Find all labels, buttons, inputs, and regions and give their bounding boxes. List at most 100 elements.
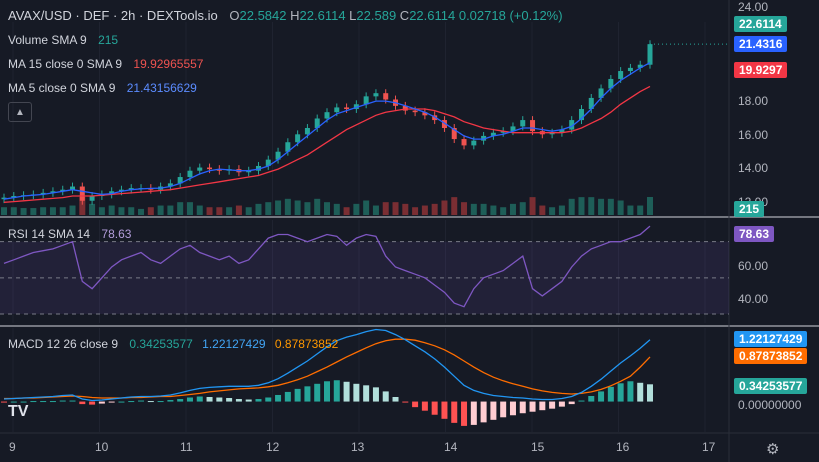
volume-bar	[294, 200, 301, 215]
candle-body	[344, 107, 350, 110]
macd-histogram-bar	[627, 381, 634, 402]
legend-volume-value: 215	[98, 33, 119, 47]
legend-rsi-label: RSI 14 SMA 14	[8, 227, 91, 241]
candle-body	[569, 120, 575, 130]
volume-bar	[324, 202, 330, 215]
ma15-price-tag: 19.9297	[734, 62, 788, 78]
candle-body	[285, 142, 291, 152]
macd-histogram-bar	[490, 401, 497, 420]
price-tick-14: 14.00	[738, 161, 769, 175]
candle-body	[70, 186, 76, 190]
macd-histogram-bar	[177, 399, 184, 402]
macd-histogram-bar	[588, 395, 595, 402]
hist-tag: 0.34253577	[734, 378, 808, 394]
legend-ma15-value: 19.92965557	[133, 57, 204, 71]
macd-histogram-bar	[480, 401, 487, 423]
volume-bar	[500, 207, 507, 215]
macd-histogram-bar	[539, 401, 546, 411]
volume-bar	[196, 205, 203, 215]
legend-rsi[interactable]: RSI 14 SMA 14 78.63	[8, 227, 131, 241]
macd-histogram-bar	[59, 400, 66, 402]
macd-histogram-bar	[30, 401, 37, 403]
legend-ma5[interactable]: MA 5 close 0 SMA 9 21.43156629	[8, 81, 197, 95]
macd-histogram-bar	[226, 398, 233, 402]
volume-bar	[598, 198, 605, 215]
volume-bar	[89, 203, 96, 215]
symbol-title: AVAX/USD · DEF · 2h · DEXTools.io	[8, 8, 218, 23]
macd-histogram-bar	[509, 401, 516, 416]
volume-bar	[157, 205, 164, 215]
macd-histogram-bar	[353, 383, 360, 402]
volume-bar	[147, 207, 154, 215]
macd-histogram-bar	[431, 401, 438, 415]
macd-histogram-bar	[138, 400, 145, 402]
macd-histogram-bar	[206, 396, 213, 402]
macd-histogram-bar	[79, 401, 86, 405]
candle-body	[441, 120, 447, 128]
candle-body	[275, 151, 281, 160]
candle-body	[627, 67, 633, 72]
macd-histogram-bar	[372, 387, 379, 402]
legend-macd-label: MACD 12 26 close 9	[8, 337, 119, 351]
legend-ma5-label: MA 5 close 0 SMA 9	[8, 81, 116, 95]
volume-bar	[421, 205, 428, 215]
candle-body	[412, 110, 418, 113]
macd-histogram-bar	[157, 401, 164, 403]
price-tick-24: 24.00	[738, 0, 769, 14]
volume-bar	[558, 205, 565, 215]
rsi-tag: 78.63	[734, 226, 775, 242]
time-tick-15: 15	[531, 440, 545, 454]
ohlc-low: 22.589	[356, 8, 397, 23]
candle-body	[490, 132, 496, 136]
gear-icon[interactable]: ⚙	[766, 441, 780, 458]
macd-histogram-bar	[49, 401, 56, 403]
time-tick-12: 12	[266, 440, 280, 454]
macd-histogram-bar	[500, 401, 507, 418]
time-tick-17: 17	[702, 440, 716, 454]
legend-ma15[interactable]: MA 15 close 0 SMA 9 19.92965557	[8, 57, 203, 71]
volume-bar	[265, 202, 272, 215]
candle-body	[1, 197, 7, 200]
macd-histogram-bar	[20, 401, 27, 403]
legend-macd-signal: 0.87873852	[274, 337, 339, 351]
candle-body	[549, 132, 555, 135]
macd-histogram-bar	[314, 383, 321, 402]
macd-histogram-bar	[108, 401, 115, 403]
macd-histogram-bar	[578, 400, 585, 402]
time-tick-10: 10	[95, 440, 109, 454]
candle-body	[422, 112, 428, 116]
volume-bar	[69, 205, 76, 215]
ohlc-high: 22.6114	[299, 8, 346, 23]
volume-bar	[461, 202, 468, 215]
time-tick-9: 9	[9, 440, 16, 454]
volume-bar	[470, 203, 477, 215]
volume-bar	[30, 208, 37, 215]
macd-histogram-bar	[98, 401, 105, 404]
legend-macd[interactable]: MACD 12 26 close 9 0.34253577 1.22127429…	[8, 337, 338, 351]
macd-histogram-bar	[402, 401, 409, 403]
macd-histogram-bar	[382, 391, 389, 402]
volume-bar	[353, 203, 360, 215]
macd-signal-line	[4, 338, 651, 400]
macd-histogram-bar	[10, 401, 17, 403]
ma15-line	[3, 85, 651, 203]
macd-histogram-bar	[89, 401, 96, 405]
macd-histogram-bar	[147, 401, 154, 403]
candle-body	[353, 104, 359, 110]
volume-bar	[216, 207, 223, 215]
ohlc-high-label: H	[290, 8, 300, 23]
legend-volume-label: Volume SMA 9	[8, 33, 87, 47]
legend-volume[interactable]: Volume SMA 9 215	[8, 33, 118, 47]
volume-bar	[539, 205, 546, 215]
candle-body	[647, 44, 653, 65]
macd-tick-zero: 0.00000000	[738, 398, 802, 412]
tradingview-logo[interactable]: TV	[8, 403, 29, 420]
candle-body	[451, 127, 457, 140]
candle-body	[50, 191, 56, 193]
volume-bar	[451, 197, 458, 215]
candle-body	[461, 139, 467, 146]
candle-body	[520, 120, 526, 127]
macd-histogram-bar	[245, 399, 252, 402]
chevron-up-icon[interactable]: ▲	[8, 102, 32, 122]
